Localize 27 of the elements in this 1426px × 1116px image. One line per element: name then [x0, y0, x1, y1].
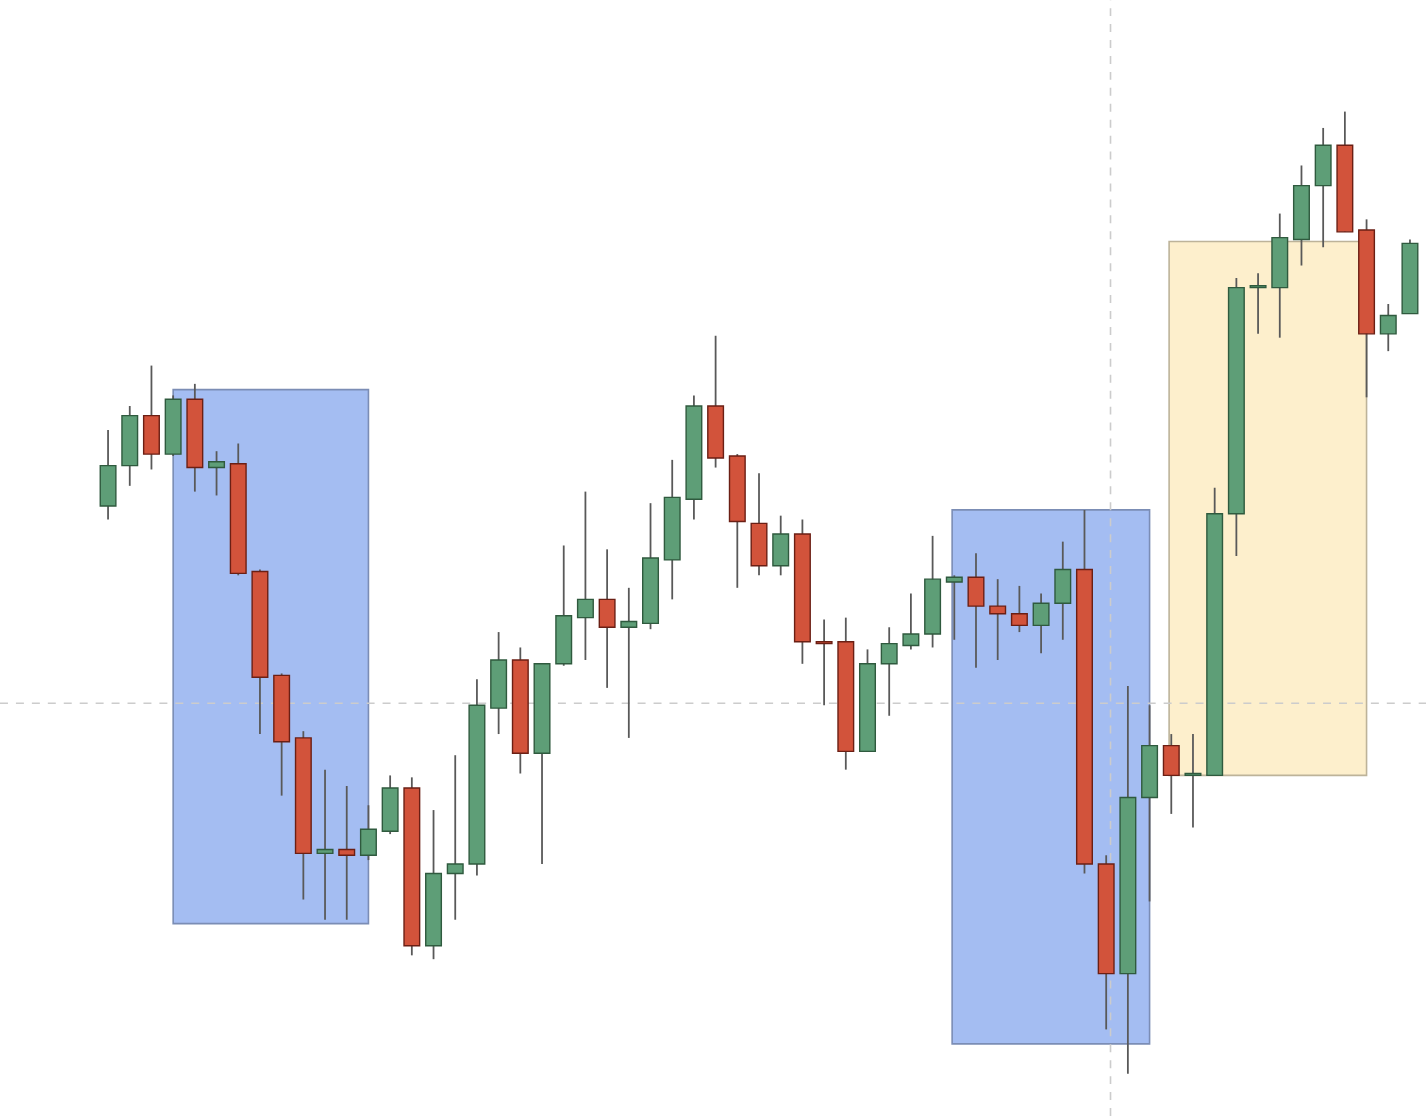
candlestick — [142, 364, 160, 471]
candlestick — [902, 592, 920, 651]
candlestick — [945, 574, 963, 641]
candlestick — [1184, 733, 1202, 829]
candlestick — [381, 774, 399, 836]
candlestick — [1314, 127, 1332, 249]
candlestick — [446, 754, 464, 921]
candlestick — [1054, 540, 1072, 641]
candlestick — [620, 586, 638, 739]
candlestick — [772, 514, 790, 577]
candlestick — [208, 450, 226, 497]
candlestick — [989, 578, 1007, 661]
candlestick — [1379, 303, 1397, 353]
candlestick — [1032, 592, 1050, 655]
candlestick — [576, 490, 594, 661]
candlestick — [880, 626, 898, 717]
candlestick — [967, 552, 985, 669]
candlestick — [1162, 733, 1180, 815]
candlestick — [338, 785, 356, 921]
candlestick — [815, 618, 833, 707]
candlestick — [316, 768, 334, 921]
candlestick — [598, 548, 616, 689]
candlestick — [1010, 585, 1028, 633]
candlestick — [359, 804, 377, 861]
candlestick — [750, 472, 768, 577]
candlestick — [99, 429, 117, 521]
candlestick — [1249, 272, 1267, 335]
